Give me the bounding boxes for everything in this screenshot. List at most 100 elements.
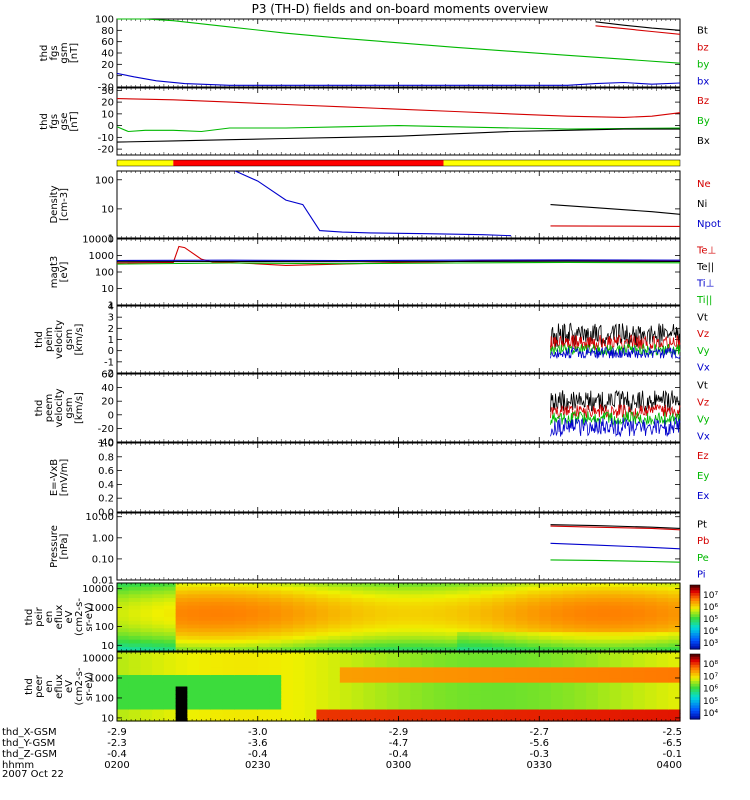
ion-spectrogram-cell xyxy=(480,617,493,622)
ion-spectrogram-cell xyxy=(656,628,669,633)
fgs-gse-ytick-label: 10 xyxy=(101,109,114,120)
electron-spectrogram-cell xyxy=(163,659,177,665)
electron-spectrogram-cell xyxy=(410,694,423,699)
electron-spectrogram-cell xyxy=(492,686,505,691)
ion-spectrogram-cell xyxy=(304,620,317,626)
electron-spectrogram-cell xyxy=(222,663,235,668)
electron-spectrogram-cell xyxy=(328,686,341,691)
electron-spectrogram-cell xyxy=(246,663,259,668)
electron-spectrogram-cell xyxy=(128,678,142,684)
electron-spectrogram-cell xyxy=(410,686,423,691)
electron-spectrogram-cell xyxy=(492,690,505,695)
electron-spectrogram-cell xyxy=(480,675,493,680)
electron-spectrogram-cell xyxy=(140,655,153,661)
electron-spectrogram-cell xyxy=(140,698,153,703)
ion-spectrogram-cell xyxy=(421,586,435,592)
ion-spectrogram-colorbar-band xyxy=(690,601,700,605)
ion-spectrogram-cell xyxy=(433,632,447,637)
ion-spectrogram-cell xyxy=(152,590,165,595)
electron-spectrogram-cell xyxy=(210,671,224,676)
ion-spectrogram-cell xyxy=(550,605,564,611)
ion-spectrogram-cell xyxy=(199,617,212,622)
ion-spectrogram-cell xyxy=(246,613,259,618)
electron-spectrogram-cell xyxy=(234,652,247,657)
electron-spectrogram-colorbar-band xyxy=(690,700,700,704)
ion-spectrogram-cell xyxy=(386,620,400,626)
ion-spectrogram-cell xyxy=(257,594,271,599)
ion-spectrogram-cell xyxy=(386,635,400,641)
electron-spectrogram-colorbar-band xyxy=(690,697,700,701)
ion-spectrogram-cell xyxy=(210,609,224,614)
ion-spectrogram-cell xyxy=(339,617,353,622)
ion-spectrogram-cell xyxy=(457,628,470,633)
ion-spectrogram-cell xyxy=(281,628,294,633)
ion-spectrogram-cell xyxy=(163,635,177,641)
ion-spectrogram-cell xyxy=(468,590,482,595)
electron-spectrogram-cell xyxy=(574,694,587,699)
electron-spectrogram-cell xyxy=(550,655,564,661)
electron-spectrogram-cell xyxy=(468,701,482,707)
ephemeris-value: -0.1 xyxy=(662,749,682,760)
ion-spectrogram-cell xyxy=(117,605,130,611)
electron-spectrogram-cell xyxy=(316,659,329,665)
fgs-gse-ytick-label: -10 xyxy=(98,133,114,144)
electron-spectrogram-cell xyxy=(269,652,282,657)
ion-spectrogram-cell xyxy=(328,590,341,595)
ephemeris-row-label: thd_Y-GSM xyxy=(2,738,55,749)
electron-spectrogram-cell xyxy=(199,690,212,695)
electron-spectrogram-cell xyxy=(128,694,142,699)
electron-spectrogram-cell xyxy=(398,652,411,657)
electron-spectrogram-cell xyxy=(586,705,599,711)
electron-spectrogram-cell xyxy=(644,663,658,668)
electron-spectrogram-cell xyxy=(199,701,212,707)
electron-spectrogram-cell xyxy=(504,709,517,714)
electron-spectrogram-cell xyxy=(633,690,646,695)
electron-spectrogram-cell xyxy=(281,717,294,722)
ion-spectrogram-cell xyxy=(609,647,622,652)
electron-spectrogram-cell xyxy=(633,682,646,688)
ion-spectrogram-cell xyxy=(609,639,622,645)
electron-spectrogram-cell xyxy=(597,709,611,714)
ion-spectrogram-cell xyxy=(246,586,259,592)
electron-spectrogram-cell xyxy=(117,682,130,688)
ion-spectrogram-cell xyxy=(234,628,247,633)
electron-spectrogram-cell xyxy=(304,705,317,711)
ion-spectrogram-cell xyxy=(504,635,517,641)
ion-spectrogram-cell xyxy=(574,620,587,626)
ion-spectrogram-cell xyxy=(292,632,306,637)
electron-spectrogram-cell xyxy=(222,671,235,676)
ion-spectrogram-cell xyxy=(527,613,540,618)
ion-spectrogram-cell xyxy=(445,605,458,611)
ion-spectrogram-cell xyxy=(375,620,388,626)
electron-spectrogram-cell xyxy=(375,659,388,665)
electron-spectrogram-cell xyxy=(234,709,247,714)
electron-spectrogram-cell xyxy=(445,698,458,703)
electron-spectrogram-cell xyxy=(386,682,400,688)
electron-spectrogram-cell xyxy=(597,663,611,668)
ion-spectrogram-cell xyxy=(410,601,423,607)
ion-spectrogram-cell xyxy=(421,598,435,603)
ion-spectrogram-cell xyxy=(656,620,669,626)
electron-spectrogram-cell xyxy=(187,705,200,711)
ion-spectrogram-cell xyxy=(117,643,130,648)
ion-spectrogram-cell xyxy=(117,617,130,622)
electron-spectrogram-colorbar-band xyxy=(690,664,700,669)
electron-spectrogram-cell xyxy=(339,682,353,688)
electron-spectrogram-cell xyxy=(351,682,364,688)
electron-spectrogram-cell xyxy=(656,655,669,661)
ion-spectrogram-cell xyxy=(187,609,200,614)
ion-spectrogram-cell xyxy=(445,620,458,626)
ion-spectrogram-cell xyxy=(633,598,646,603)
ion-spectrogram-cell xyxy=(644,628,658,633)
velocity-small-series-Vt xyxy=(550,322,681,348)
electron-spectrogram-cell xyxy=(199,671,212,676)
ion-spectrogram-cell xyxy=(269,624,282,629)
electron-spectrogram-cell xyxy=(304,678,317,684)
ion-spectrogram-cell xyxy=(246,609,259,614)
ion-spectrogram-cell xyxy=(281,598,294,603)
ion-spectrogram-colorbar-band xyxy=(690,593,700,597)
ephemeris-row-label: thd_Z-GSM xyxy=(2,749,57,760)
ion-spectrogram-cell xyxy=(562,598,576,603)
electron-spectrogram-cell xyxy=(597,705,611,711)
